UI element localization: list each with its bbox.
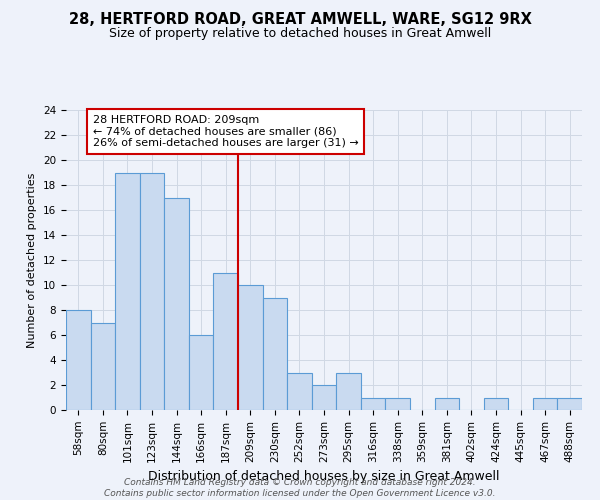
Bar: [361, 398, 385, 410]
Text: Contains HM Land Registry data © Crown copyright and database right 2024.
Contai: Contains HM Land Registry data © Crown c…: [104, 478, 496, 498]
Bar: [214, 272, 238, 410]
Bar: [557, 398, 582, 410]
Y-axis label: Number of detached properties: Number of detached properties: [28, 172, 37, 348]
Bar: [484, 398, 508, 410]
Bar: [287, 372, 312, 410]
Bar: [336, 372, 361, 410]
Bar: [66, 310, 91, 410]
Bar: [91, 322, 115, 410]
Bar: [263, 298, 287, 410]
Text: Size of property relative to detached houses in Great Amwell: Size of property relative to detached ho…: [109, 28, 491, 40]
Bar: [385, 398, 410, 410]
Bar: [140, 172, 164, 410]
Bar: [238, 285, 263, 410]
X-axis label: Distribution of detached houses by size in Great Amwell: Distribution of detached houses by size …: [148, 470, 500, 483]
Bar: [189, 335, 214, 410]
Bar: [312, 385, 336, 410]
Bar: [533, 398, 557, 410]
Bar: [434, 398, 459, 410]
Text: 28, HERTFORD ROAD, GREAT AMWELL, WARE, SG12 9RX: 28, HERTFORD ROAD, GREAT AMWELL, WARE, S…: [68, 12, 532, 28]
Bar: [164, 198, 189, 410]
Text: 28 HERTFORD ROAD: 209sqm
← 74% of detached houses are smaller (86)
26% of semi-d: 28 HERTFORD ROAD: 209sqm ← 74% of detach…: [93, 115, 359, 148]
Bar: [115, 172, 140, 410]
